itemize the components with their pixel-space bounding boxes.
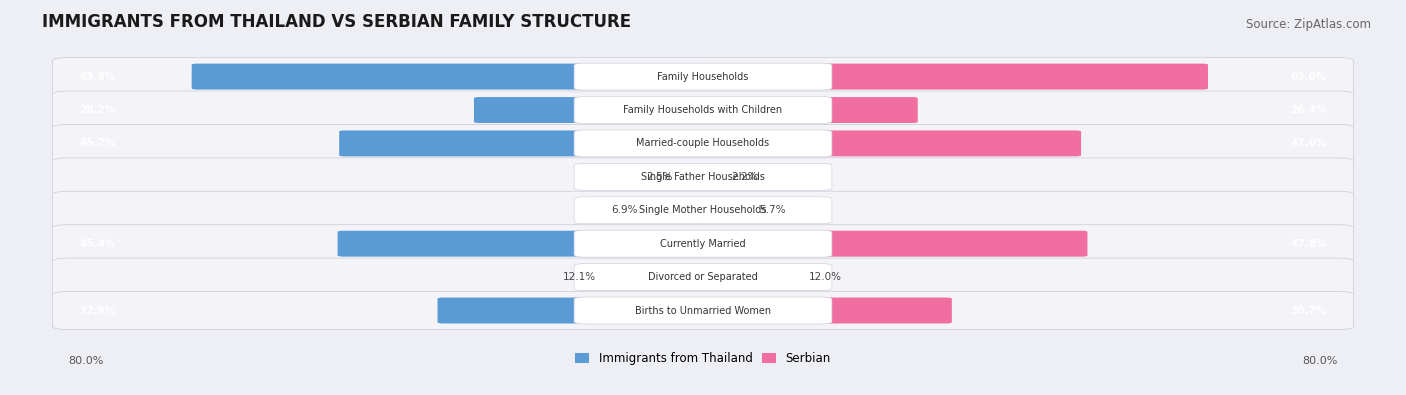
Text: 28.2%: 28.2% [79, 105, 115, 115]
FancyBboxPatch shape [574, 230, 832, 257]
FancyBboxPatch shape [574, 297, 832, 324]
FancyBboxPatch shape [697, 231, 1087, 257]
FancyBboxPatch shape [697, 197, 754, 223]
FancyBboxPatch shape [337, 231, 709, 257]
FancyBboxPatch shape [697, 97, 918, 123]
Text: Currently Married: Currently Married [661, 239, 745, 249]
FancyBboxPatch shape [52, 191, 1354, 229]
Text: Source: ZipAtlas.com: Source: ZipAtlas.com [1246, 19, 1371, 32]
Text: Married-couple Households: Married-couple Households [637, 138, 769, 149]
Text: 2.2%: 2.2% [731, 172, 758, 182]
FancyBboxPatch shape [697, 64, 1208, 90]
Text: 2.5%: 2.5% [645, 172, 672, 182]
FancyBboxPatch shape [52, 225, 1354, 263]
FancyBboxPatch shape [52, 258, 1354, 296]
FancyBboxPatch shape [474, 97, 709, 123]
FancyBboxPatch shape [574, 263, 832, 291]
FancyBboxPatch shape [697, 297, 952, 324]
FancyBboxPatch shape [574, 197, 832, 224]
FancyBboxPatch shape [643, 197, 709, 223]
FancyBboxPatch shape [52, 124, 1354, 162]
Text: IMMIGRANTS FROM THAILAND VS SERBIAN FAMILY STRUCTURE: IMMIGRANTS FROM THAILAND VS SERBIAN FAMI… [42, 13, 631, 32]
Text: 32.8%: 32.8% [79, 305, 115, 316]
FancyBboxPatch shape [52, 91, 1354, 129]
Text: 5.7%: 5.7% [759, 205, 786, 215]
FancyBboxPatch shape [52, 292, 1354, 329]
FancyBboxPatch shape [52, 58, 1354, 96]
FancyBboxPatch shape [697, 130, 1081, 156]
Text: 63.0%: 63.0% [1291, 71, 1327, 82]
Text: Family Households: Family Households [658, 71, 748, 82]
Text: 45.2%: 45.2% [79, 138, 115, 149]
Text: 80.0%: 80.0% [69, 356, 104, 366]
Text: 26.4%: 26.4% [1291, 105, 1327, 115]
Text: Births to Unmarried Women: Births to Unmarried Women [636, 305, 770, 316]
FancyBboxPatch shape [191, 64, 709, 90]
FancyBboxPatch shape [574, 130, 832, 157]
Text: 47.8%: 47.8% [1291, 239, 1327, 249]
FancyBboxPatch shape [339, 130, 709, 156]
Text: 63.8%: 63.8% [79, 71, 115, 82]
Text: 80.0%: 80.0% [1302, 356, 1337, 366]
Text: 12.1%: 12.1% [564, 272, 596, 282]
Text: Single Father Households: Single Father Households [641, 172, 765, 182]
Text: 6.9%: 6.9% [612, 205, 637, 215]
Text: Single Mother Households: Single Mother Households [640, 205, 766, 215]
Text: 30.7%: 30.7% [1291, 305, 1327, 316]
FancyBboxPatch shape [574, 63, 832, 90]
FancyBboxPatch shape [574, 96, 832, 124]
FancyBboxPatch shape [697, 264, 804, 290]
FancyBboxPatch shape [52, 158, 1354, 196]
Text: 12.0%: 12.0% [808, 272, 842, 282]
Text: 47.0%: 47.0% [1291, 138, 1327, 149]
FancyBboxPatch shape [574, 164, 832, 190]
FancyBboxPatch shape [437, 297, 709, 324]
FancyBboxPatch shape [602, 264, 709, 290]
Text: 45.4%: 45.4% [79, 239, 115, 249]
Text: Divorced or Separated: Divorced or Separated [648, 272, 758, 282]
FancyBboxPatch shape [678, 164, 709, 190]
FancyBboxPatch shape [697, 164, 725, 190]
Text: Family Households with Children: Family Households with Children [623, 105, 783, 115]
Legend: Immigrants from Thailand, Serbian: Immigrants from Thailand, Serbian [571, 347, 835, 370]
